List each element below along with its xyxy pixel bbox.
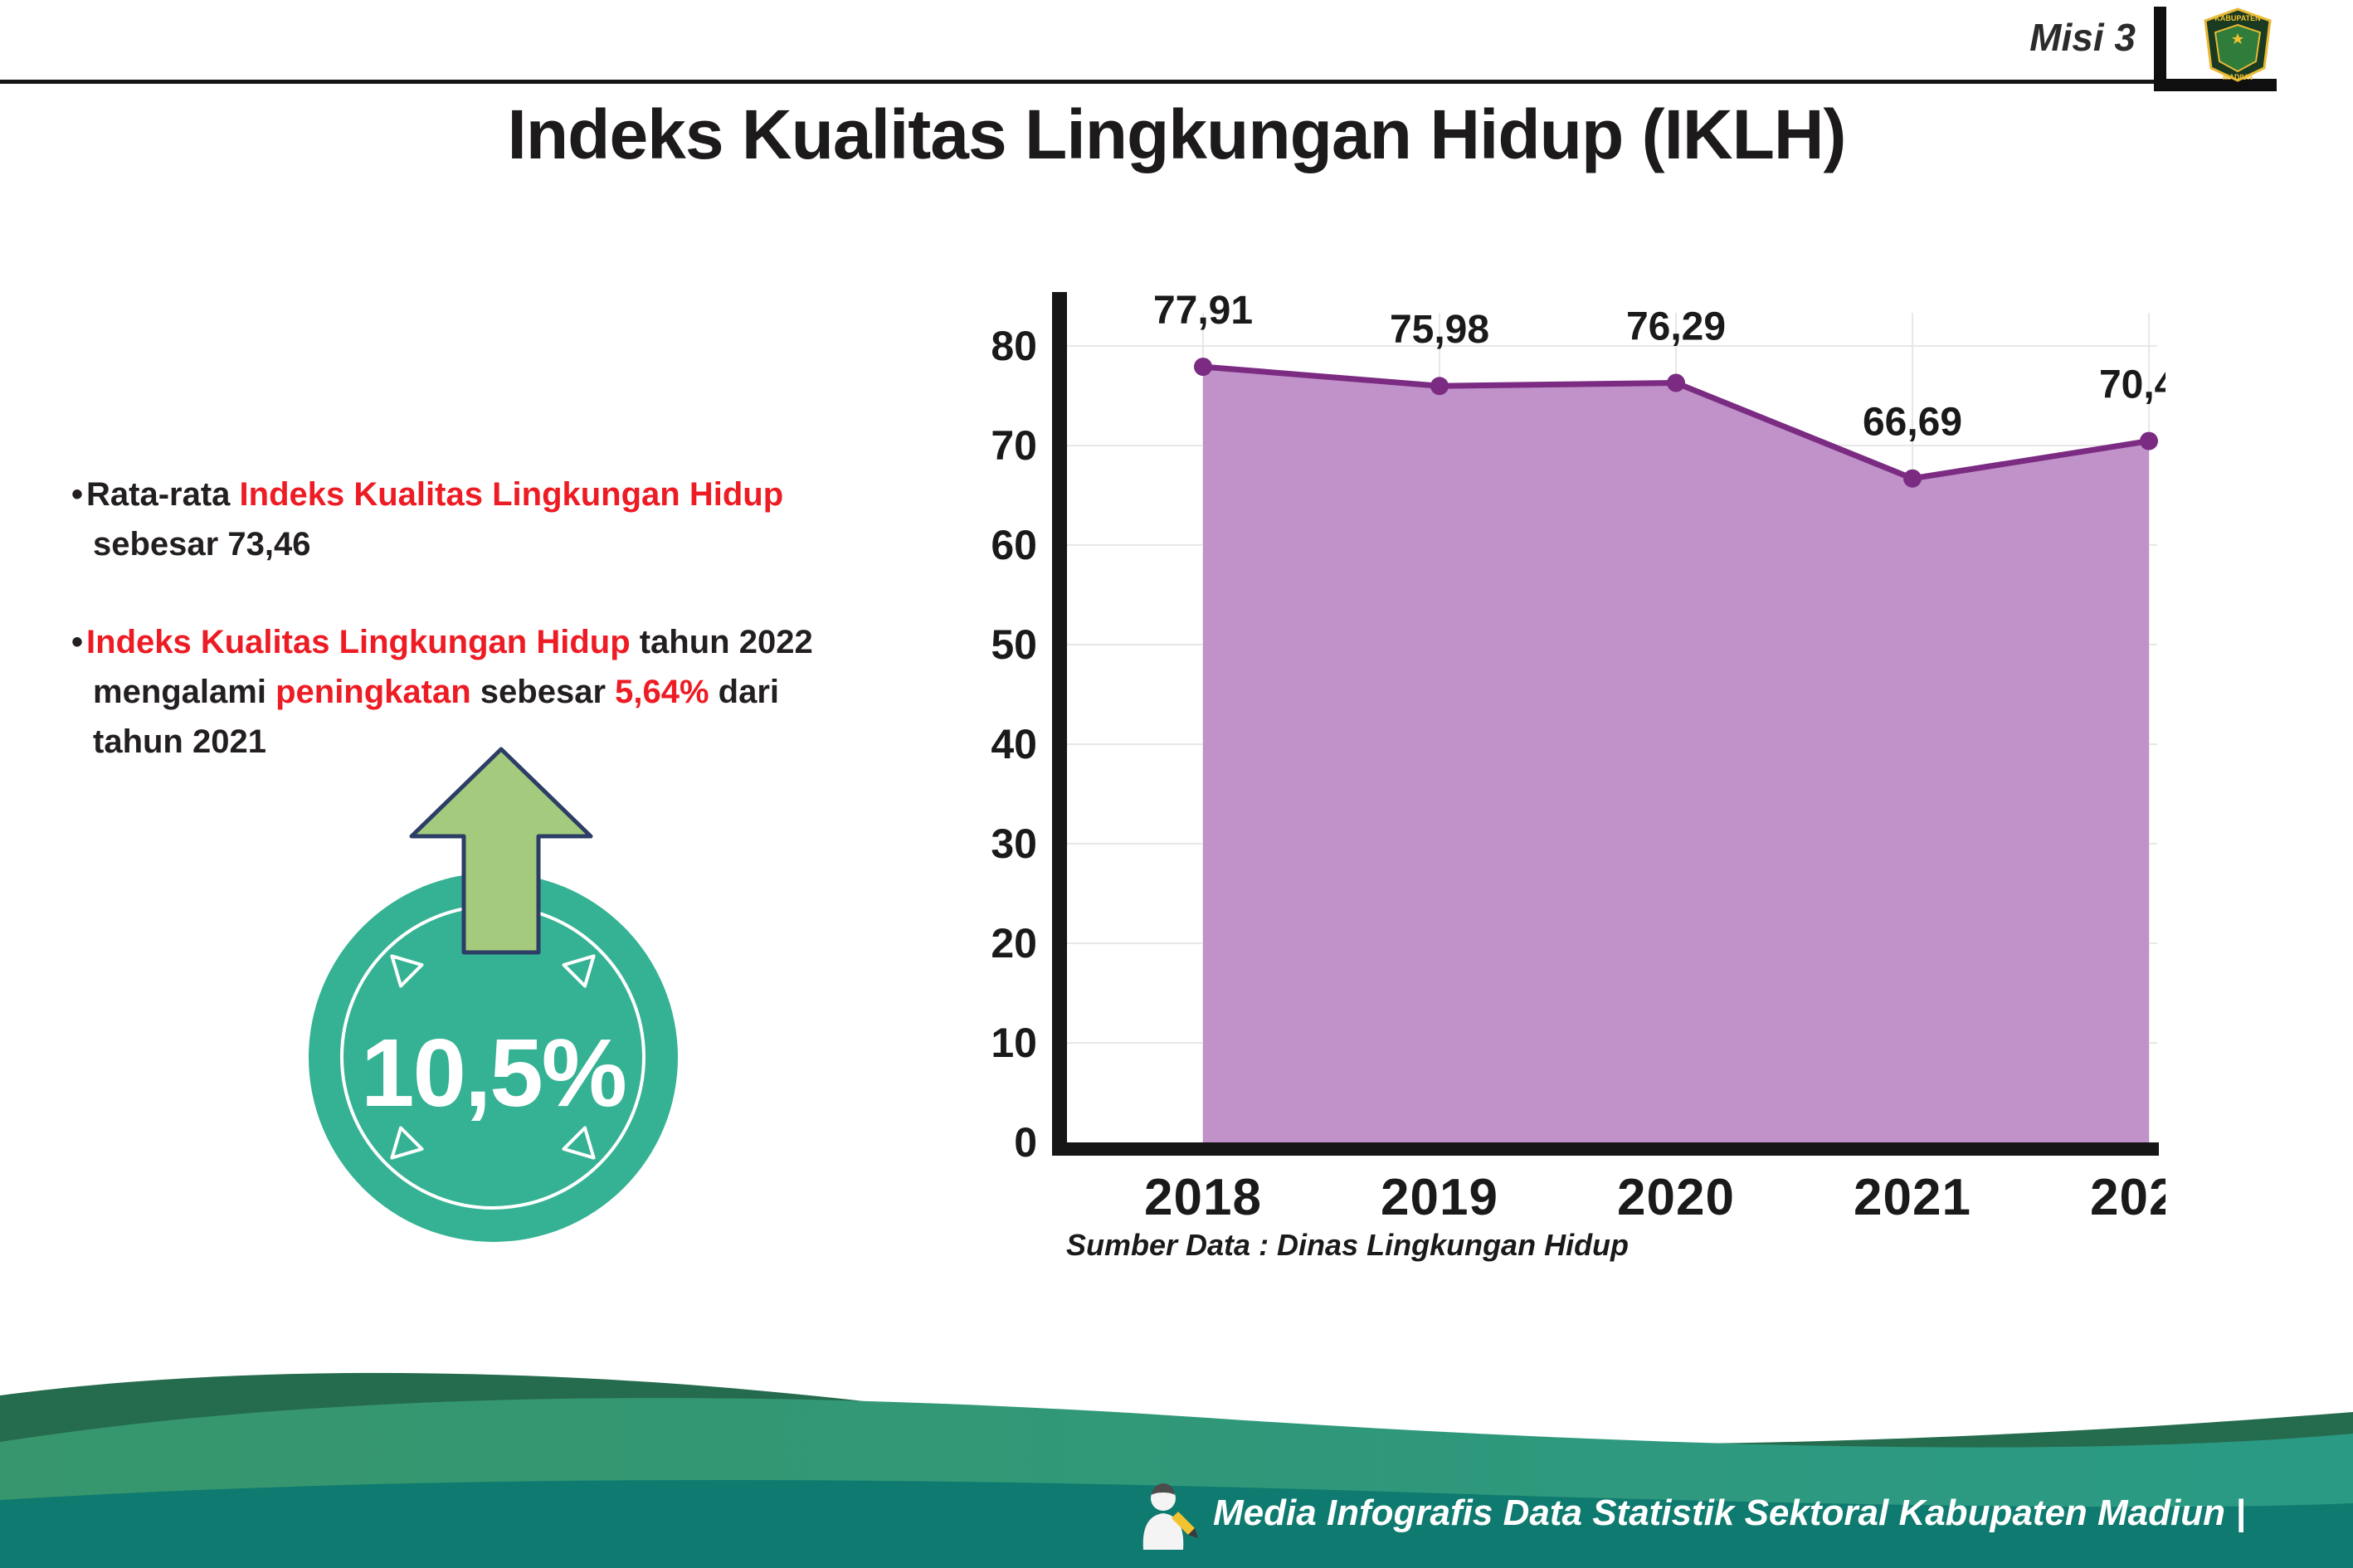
footer-text: Media Infografis Data Statistik Sektoral… [1213, 1493, 2246, 1533]
body-text: sebesar [470, 674, 616, 710]
body-text: sebesar 73,46 [93, 526, 311, 562]
body-text: Rata-rata [86, 476, 240, 513]
point-label: 76,29 [1626, 305, 1726, 349]
y-axis [1052, 292, 1067, 1156]
bullet-marker: • [71, 624, 84, 660]
footer: Media Infografis Data Statistik Sektoral… [0, 1361, 2353, 1568]
bullet-list: • Rata-rata Indeks Kualitas Lingkungan Hi… [71, 470, 943, 815]
body-text: dari [709, 674, 780, 710]
badge-value: 10,5% [361, 1018, 627, 1127]
data-point [1430, 377, 1449, 396]
misi-label: Misi 3 [2029, 16, 2136, 59]
page-title: Indeks Kualitas Lingkungan Hidup (IKLH) [507, 95, 1846, 173]
area-fill [1203, 367, 2149, 1142]
body-text: mengalami [93, 674, 276, 710]
crest-top-text: KABUPATEN [2214, 14, 2260, 22]
point-label: 75,98 [1390, 308, 1489, 352]
y-tick-label: 0 [1014, 1119, 1037, 1166]
increase-badge: 10,5% [309, 873, 678, 1242]
data-point [1194, 358, 1212, 377]
up-arrow-icon [409, 747, 593, 955]
highlight-text: Indeks Kualitas Lingkungan Hidup [86, 624, 631, 660]
x-tick-label: 2021 [1854, 1169, 1971, 1221]
crest-star-icon [2232, 33, 2243, 44]
y-tick-label: 40 [991, 721, 1037, 767]
highlight-text: 5,64% [615, 674, 709, 710]
y-tick-label: 70 [991, 422, 1037, 469]
body-text: tahun 2022 [630, 624, 813, 660]
data-point [1903, 469, 1922, 488]
x-tick-label: 2019 [1381, 1169, 1498, 1221]
iklh-chart: 0 10 20 30 40 50 60 70 80 2018 2019 2020 2021 2022 77,… [987, 292, 2174, 1271]
iklh-chart-svg: 0 10 20 30 40 50 60 70 80 2018 2019 2020 2021 2022 77,… [991, 292, 2165, 1221]
point-label: 66,69 [1863, 401, 1962, 445]
x-axis [1052, 1142, 2159, 1156]
body-text: tahun 2021 [93, 723, 266, 760]
y-tick-label: 30 [991, 821, 1037, 867]
header-rule [0, 80, 2167, 84]
bullet-item: • Rata-rata Indeks Kualitas Lingkungan Hi… [71, 470, 943, 569]
kabupaten-madiun-logo: KABUPATEN MADIUN [2154, 7, 2277, 91]
y-tick-label: 10 [991, 1020, 1037, 1066]
crest-bottom-text: MADIUN [2223, 73, 2253, 81]
y-tick-label: 80 [991, 323, 1037, 369]
y-tick-label: 20 [991, 920, 1037, 967]
x-tick-label: 2022 [2090, 1169, 2165, 1221]
crest-icon: KABUPATEN MADIUN [2204, 7, 2272, 82]
highlight-text: peningkatan [275, 674, 471, 710]
highlight-text: Indeks Kualitas Lingkungan Hidup [239, 476, 784, 513]
chart-source: Sumber Data : Dinas Lingkungan Hidup [1066, 1228, 1630, 1262]
point-label: 77,91 [1153, 292, 1253, 333]
writer-icon [1142, 1483, 1198, 1550]
data-point [2140, 431, 2158, 450]
bullet-item: • Indeks Kualitas Lingkungan Hidup tahun … [71, 617, 943, 767]
bullet-marker: • [71, 476, 84, 513]
point-label: 70,45 [2099, 363, 2165, 407]
x-tick-label: 2018 [1144, 1169, 1262, 1221]
y-tick-label: 60 [991, 522, 1037, 568]
data-point [1667, 373, 1685, 392]
y-tick-label: 50 [991, 621, 1037, 668]
x-tick-label: 2020 [1617, 1169, 1735, 1221]
footer-row: Media Infografis Data Statistik Sektoral… [1128, 1475, 2246, 1551]
